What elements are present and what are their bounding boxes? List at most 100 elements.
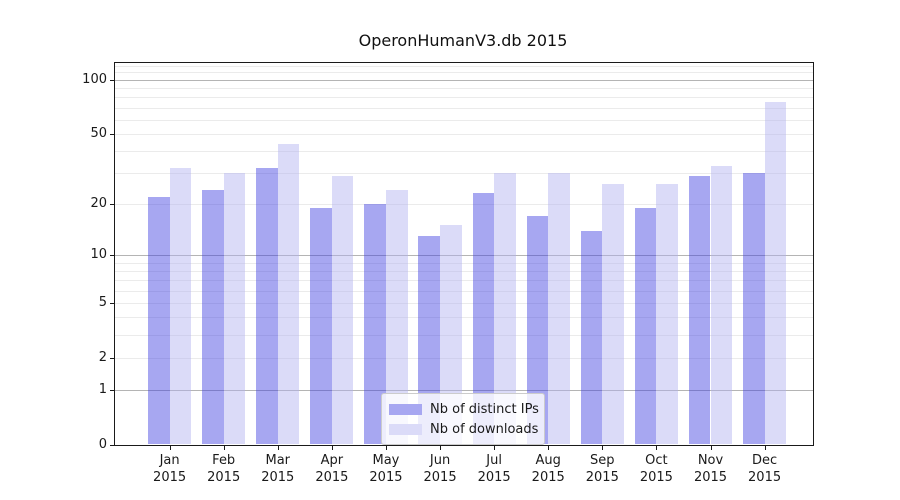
x-tick-mark	[169, 444, 171, 450]
bar-downloads-may	[385, 190, 408, 445]
bar-distinct-ips-aug	[526, 216, 549, 445]
bar-distinct-ips-nov	[688, 175, 711, 445]
bar-downloads-jun	[440, 225, 462, 445]
x-tick-mark	[602, 444, 604, 450]
legend-swatch-downloads	[389, 423, 422, 435]
x-tick-year: 2015	[477, 470, 511, 485]
gridline-minor	[115, 97, 813, 99]
x-tick-mark	[710, 444, 712, 450]
x-tick-year: 2015	[207, 470, 241, 485]
gridline-minor	[115, 317, 813, 319]
gridline-minor	[115, 72, 813, 74]
x-tick-label: May 2015	[356, 452, 416, 486]
x-tick-month: May	[372, 453, 400, 468]
gridline-minor	[115, 203, 813, 205]
bar-distinct-ips-sep	[580, 230, 603, 445]
x-tick-year: 2015	[369, 470, 403, 485]
x-tick-month: Oct	[645, 453, 668, 468]
y-tick-label: 1	[98, 381, 107, 397]
x-tick-year: 2015	[315, 470, 349, 485]
x-tick-label: Sep 2015	[572, 452, 632, 486]
gridline-major	[115, 389, 813, 391]
bar-downloads-jan	[169, 168, 192, 445]
gridline-minor	[115, 302, 813, 304]
x-tick-mark	[548, 444, 550, 450]
x-tick-mark	[277, 444, 279, 450]
x-tick-month: Jul	[486, 453, 502, 468]
bar-distinct-ips-may	[364, 203, 386, 445]
x-tick-month: Apr	[320, 453, 344, 468]
bar-distinct-ips-jun	[418, 236, 441, 445]
x-tick-label: Aug 2015	[518, 452, 578, 486]
y-tick-label: 50	[90, 125, 107, 141]
x-tick-year: 2015	[531, 470, 565, 485]
gridline-major	[115, 79, 813, 81]
bar-distinct-ips-jan	[148, 196, 170, 445]
y-tick-mark	[110, 203, 115, 205]
x-tick-label: Mar 2015	[248, 452, 308, 486]
bar-distinct-ips-jul	[472, 193, 495, 445]
x-tick-month: Mar	[265, 453, 291, 468]
x-tick-year: 2015	[261, 470, 295, 485]
gridline-minor	[115, 280, 813, 282]
gridline-minor	[115, 270, 813, 272]
gridline-minor	[115, 133, 813, 135]
gridline-minor	[115, 151, 813, 153]
x-tick-mark	[223, 444, 225, 450]
bar-distinct-ips-feb	[202, 190, 224, 445]
y-tick-mark	[110, 302, 115, 304]
y-tick-mark	[110, 133, 115, 135]
gridline-minor	[115, 334, 813, 336]
x-tick-month: Sep	[590, 453, 615, 468]
bar-downloads-nov	[710, 165, 733, 445]
y-tick-label: 2	[98, 349, 107, 365]
y-tick-mark	[110, 357, 115, 359]
bar-distinct-ips-mar	[256, 168, 278, 445]
gridline-minor	[115, 65, 813, 67]
x-tick-mark	[385, 444, 387, 450]
legend: Nb of distinct IPs Nb of downloads	[381, 393, 545, 445]
bar-distinct-ips-oct	[634, 207, 657, 445]
x-tick-mark	[440, 444, 442, 450]
x-tick-mark	[656, 444, 658, 450]
x-tick-year: 2015	[693, 470, 728, 485]
legend-label-downloads: Nb of downloads	[430, 421, 539, 437]
legend-item-downloads: Nb of downloads	[389, 419, 539, 439]
bar-distinct-ips-dec	[742, 173, 765, 445]
x-tick-month: Jun	[429, 453, 451, 468]
y-tick-mark	[110, 255, 115, 257]
y-tick-mark	[110, 79, 115, 81]
gridline-minor	[115, 262, 813, 264]
x-tick-month: Jan	[159, 453, 180, 468]
bar-downloads-sep	[602, 184, 624, 445]
x-tick-year: 2015	[423, 470, 457, 485]
x-tick-month: Feb	[212, 453, 236, 468]
x-tick-label: Feb 2015	[194, 452, 254, 486]
gridline-minor	[115, 290, 813, 292]
x-tick-label: Dec 2015	[735, 452, 795, 486]
bar-downloads-dec	[764, 102, 787, 445]
legend-swatch-distinct-ips	[389, 403, 422, 415]
x-tick-month: Aug	[535, 453, 561, 468]
y-tick-label: 5	[98, 294, 107, 310]
gridline-minor	[115, 357, 813, 359]
y-tick-mark	[110, 389, 115, 391]
x-tick-label: Jan 2015	[140, 452, 200, 486]
y-tick-label: 0	[98, 436, 107, 452]
x-tick-mark	[764, 444, 766, 450]
plot-area: 0 1 2 5 10 20 50 100 Jan 2015 Feb 2015 Mar 2015 Apr 201…	[82, 62, 814, 485]
y-tick-label: 100	[82, 71, 107, 87]
x-tick-label: Oct 2015	[626, 452, 686, 486]
x-tick-year: 2015	[153, 470, 187, 485]
y-tick-mark	[110, 444, 115, 446]
x-tick-month: Dec	[752, 453, 778, 468]
x-tick-month: Nov	[697, 453, 724, 468]
x-tick-mark	[494, 444, 496, 450]
gridline-minor	[115, 88, 813, 90]
x-tick-year: 2015	[585, 470, 619, 485]
bar-downloads-mar	[277, 143, 300, 445]
gridline-minor	[115, 173, 813, 175]
x-tick-label: Jun 2015	[410, 452, 470, 486]
gridline-major	[115, 255, 813, 257]
